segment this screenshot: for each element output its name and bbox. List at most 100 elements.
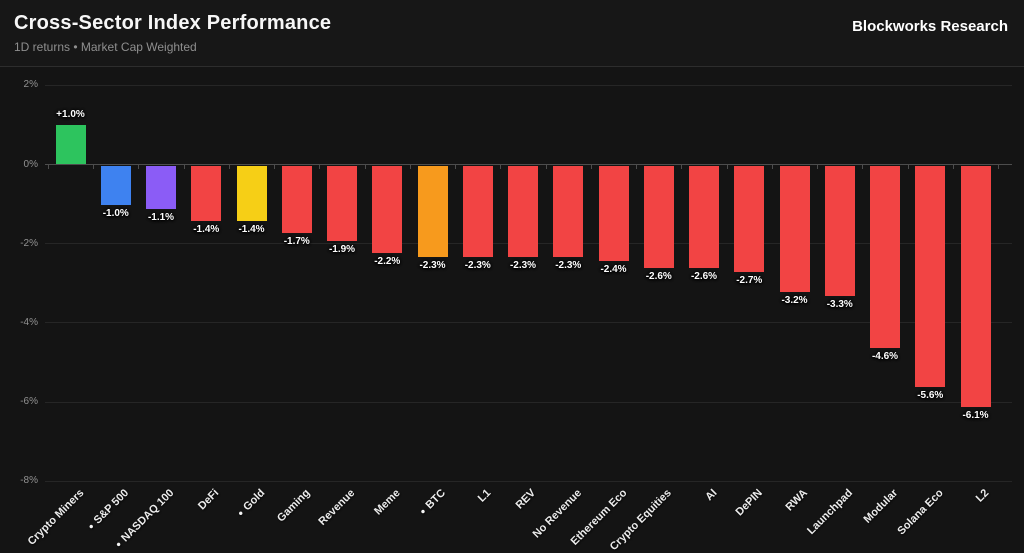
x-axis-tick <box>183 165 185 169</box>
x-axis-category-label: DeFi <box>196 487 222 513</box>
x-axis-tick <box>409 165 411 169</box>
x-axis-tick <box>500 165 502 169</box>
bar-l2 <box>960 165 991 408</box>
bar-value-label: -2.6% <box>690 271 718 283</box>
x-axis-tick <box>545 165 547 169</box>
x-axis-tick <box>274 165 276 169</box>
bar-value-label: -6.1% <box>962 410 989 422</box>
y-axis-tick-label: 0% <box>23 158 38 170</box>
x-axis-tick <box>455 165 457 169</box>
bar-rwa <box>779 165 810 293</box>
bar-value-label: -2.4% <box>600 263 627 275</box>
y-axis-tick-label: -6% <box>20 396 38 408</box>
bar-solana-eco <box>915 165 946 388</box>
bar-s-p-500 <box>100 165 131 206</box>
brand-wordmark: Blockworks Research <box>852 18 1008 35</box>
x-axis-category-label: Launchpad <box>805 487 856 537</box>
bar-defi <box>191 165 222 221</box>
bar-l1 <box>462 165 493 257</box>
x-axis-category-label: Crypto Miners <box>25 487 86 548</box>
bar-value-label: -2.3% <box>509 259 537 271</box>
bar-value-label: -5.6% <box>917 390 944 402</box>
x-axis-tick <box>817 165 819 169</box>
bar-value-label: -3.2% <box>781 295 808 307</box>
bar-value-label: -2.3% <box>555 259 582 271</box>
zero-axis-line <box>45 164 1012 165</box>
x-axis-category-label: Solana Eco <box>895 487 946 538</box>
x-axis-category-label: Modular <box>861 487 901 526</box>
benchmark-dot-icon: ● <box>235 508 246 519</box>
x-axis-tick <box>726 165 728 169</box>
bar-value-label: -1.7% <box>283 235 310 247</box>
x-axis-tick <box>771 165 773 169</box>
bar-value-label: +1.0% <box>56 108 85 120</box>
x-axis-tick <box>952 165 954 169</box>
bar-chart: 2% 0% -2% -4% -6% -8% +1.0% Crypto Miners -1.0% ●… <box>0 67 1024 553</box>
bar-value-label: -2.7% <box>736 275 763 287</box>
x-axis-tick <box>138 165 140 169</box>
gridline-2% <box>45 84 1012 86</box>
x-axis-category-label: Meme <box>372 487 403 518</box>
bar-launchpad <box>824 165 855 297</box>
x-axis-tick <box>636 165 638 169</box>
x-axis-tick <box>862 165 864 169</box>
bar-value-label: -2.3% <box>464 259 491 271</box>
bar-btc <box>417 165 448 257</box>
gridline--4% <box>45 322 1012 324</box>
bar-value-label: -1.4% <box>193 223 220 235</box>
y-axis-tick-label: -4% <box>20 316 38 328</box>
page-title: Cross-Sector Index Performance <box>14 12 332 34</box>
bar-gaming <box>281 165 312 233</box>
bar-meme <box>372 165 403 253</box>
bar-crypto-miners <box>55 124 86 165</box>
bar-ethereum-eco <box>598 165 629 261</box>
x-axis-tick <box>364 165 366 169</box>
x-axis-category-label: DePIN <box>733 487 765 519</box>
bar-value-label: -2.3% <box>419 259 446 271</box>
bar-revenue <box>327 165 357 241</box>
benchmark-dot-icon: ● <box>113 539 124 550</box>
x-axis-category-label: REV <box>514 487 539 512</box>
bar-value-label: -4.6% <box>871 350 899 362</box>
bar-value-label: -3.3% <box>826 299 853 311</box>
x-axis-tick <box>228 165 230 169</box>
chart-header: Cross-Sector Index Performance 1D return… <box>0 0 1024 67</box>
x-axis-category-label: L1 <box>475 487 494 505</box>
y-axis-tick-label: -8% <box>20 475 38 487</box>
x-axis-category-label: L2 <box>973 487 991 505</box>
x-axis-category-label: ●Gold <box>235 487 267 519</box>
x-axis-tick <box>681 165 683 169</box>
bar-no-revenue <box>553 165 584 257</box>
x-axis-category-label: AI <box>703 487 720 504</box>
bar-value-label: -1.9% <box>328 243 356 255</box>
page-subtitle: 1D returns • Market Cap Weighted <box>14 40 197 54</box>
x-axis-tick <box>907 165 909 169</box>
bar-gold <box>236 165 267 221</box>
bar-value-label: -2.6% <box>645 271 672 283</box>
bar-value-label: -1.1% <box>147 212 175 224</box>
x-axis-tick <box>590 165 592 169</box>
bar-depin <box>734 165 765 273</box>
x-axis-tick <box>998 165 1000 169</box>
benchmark-dot-icon: ● <box>86 521 97 532</box>
y-axis-tick-label: -2% <box>20 237 38 249</box>
bar-value-label: -2.2% <box>374 255 401 267</box>
x-axis-category-label: ●BTC <box>417 487 448 517</box>
bar-nasdaq-100 <box>146 165 176 210</box>
gridline--6% <box>45 401 1012 403</box>
bar-value-label: -1.4% <box>238 223 265 235</box>
x-axis-category-label: Gaming <box>274 487 313 525</box>
y-axis-tick-label: 2% <box>23 79 38 91</box>
gridline--8% <box>45 480 1012 482</box>
header-text-block: Cross-Sector Index Performance 1D return… <box>14 12 331 54</box>
x-axis-tick <box>47 165 49 169</box>
x-axis-tick <box>93 165 95 169</box>
x-axis-category-label: Revenue <box>316 487 358 528</box>
x-axis-category-label: ●S&P 500 <box>86 487 132 532</box>
bar-crypto-equities <box>643 165 674 269</box>
x-axis-tick <box>319 165 321 169</box>
bar-value-label: -1.0% <box>102 208 129 220</box>
benchmark-dot-icon: ● <box>417 506 428 517</box>
bar-ai <box>689 165 719 269</box>
bar-modular <box>870 165 900 348</box>
